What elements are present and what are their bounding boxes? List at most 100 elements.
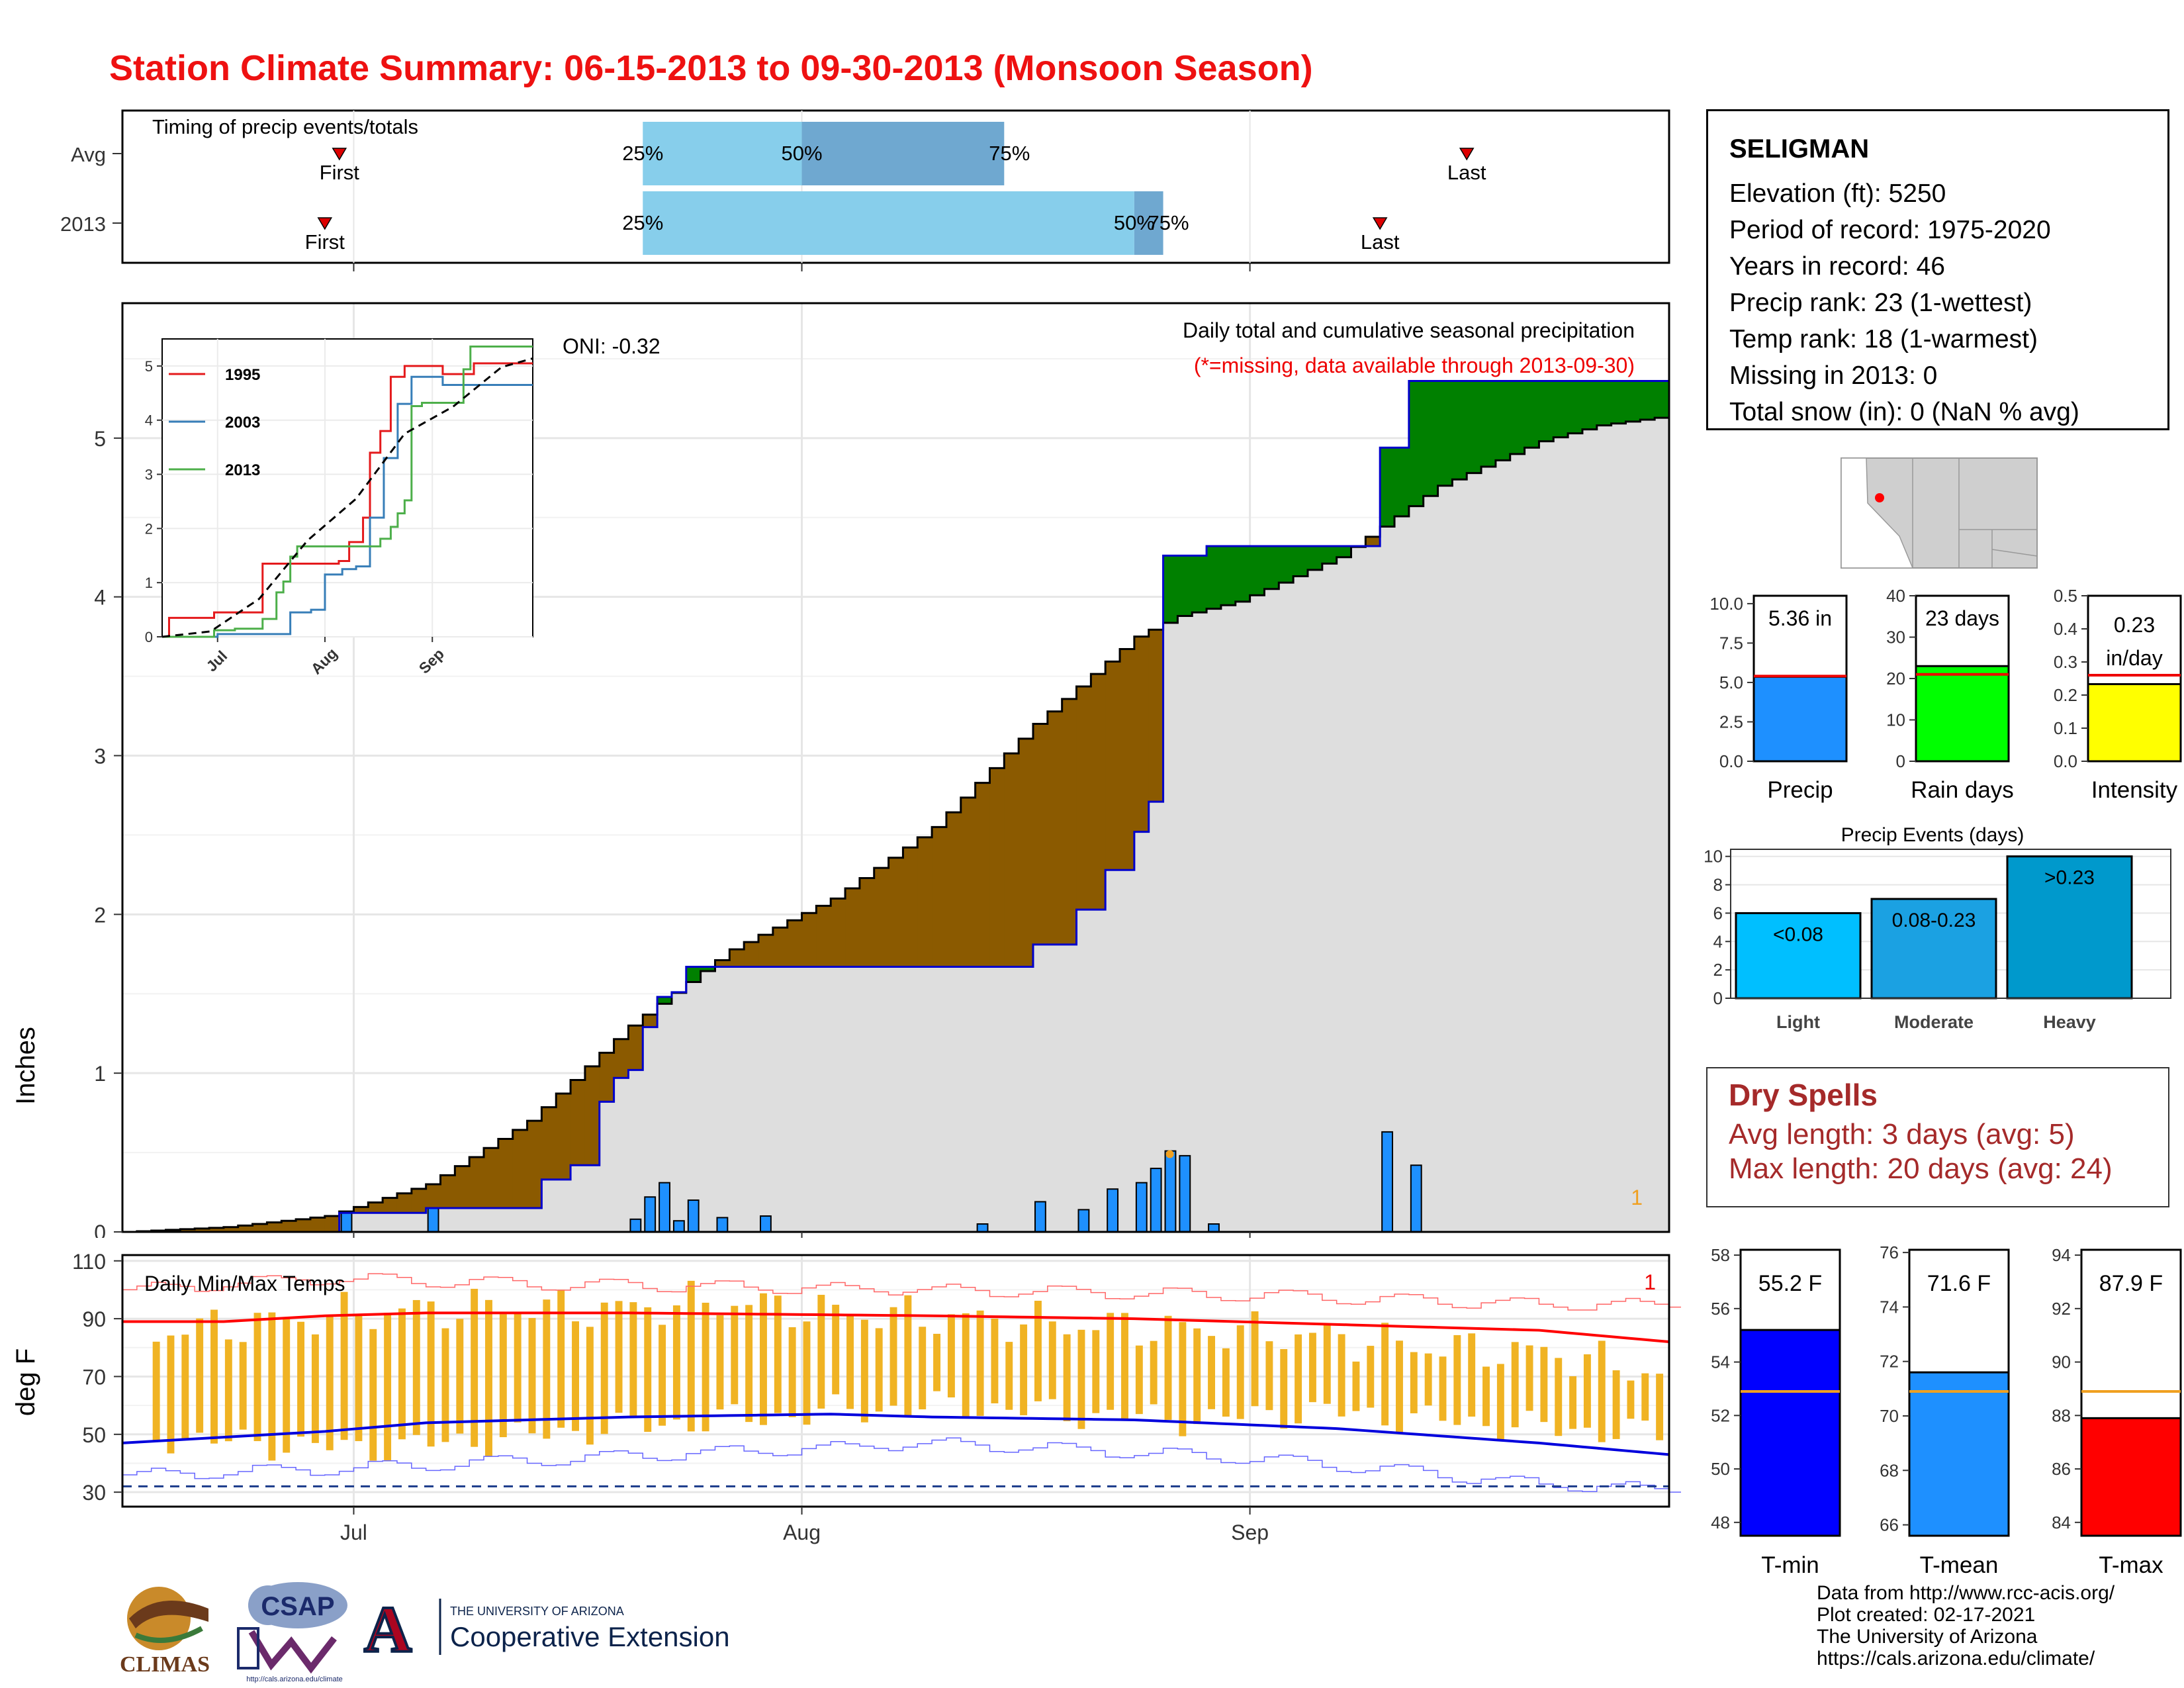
temp-y-tick-label: 110 — [72, 1250, 106, 1274]
daily-temp-range-bar — [1193, 1328, 1201, 1425]
missing-marker — [1165, 1150, 1174, 1158]
above-average-fill — [1380, 447, 1395, 527]
temp-summary-y-tick-label: 54 — [1711, 1352, 1730, 1372]
temp-summary-value — [2080, 1417, 2182, 1537]
above-average-fill — [1553, 381, 1569, 438]
summary-bar-value — [1915, 665, 2010, 763]
temp-line-avg-min — [122, 1413, 1670, 1456]
daily-temp-range-bar — [933, 1333, 941, 1391]
temp-summary-y-tick-label: 56 — [1711, 1299, 1730, 1319]
csap-logo: CSAP http://cals.arizona.edu/climate — [237, 1582, 347, 1683]
daily-temp-range-bar — [1367, 1346, 1375, 1408]
above-average-fill — [1596, 381, 1612, 426]
below-average-fill — [484, 1148, 499, 1209]
daily-temp-range-bar — [1107, 1313, 1115, 1410]
daily-temp-range-bar — [702, 1302, 709, 1432]
ua-small-text: THE UNIVERSITY OF ARIZONA — [450, 1605, 624, 1618]
daily-temp-range-bar — [803, 1321, 811, 1425]
timing-first-marker — [317, 217, 333, 230]
timing-row-label: 2013 — [60, 212, 106, 236]
daily-temp-range-bar — [412, 1299, 420, 1435]
events-y-tick-label: 6 — [1713, 903, 1723, 923]
daily-temp-range-bar — [672, 1305, 680, 1420]
timing-p75-label: 75% — [989, 142, 1030, 165]
below-average-fill — [845, 888, 860, 967]
temp-summary-name: T-min — [1761, 1552, 1819, 1578]
daily-precip-bar — [1381, 1131, 1394, 1233]
summary-y-tick-label: 0.4 — [2054, 619, 2077, 639]
daily-temp-range-bar — [659, 1325, 666, 1426]
daily-temp-range-bar — [1439, 1356, 1447, 1421]
daily-temp-range-bar — [1265, 1341, 1273, 1411]
above-average-fill — [1539, 381, 1554, 442]
daily-temp-range-bar — [471, 1288, 478, 1447]
csap-url: http://cals.arizona.edu/climate — [246, 1675, 343, 1683]
credit-url: https://cals.arizona.edu/climate/ — [1817, 1648, 2095, 1669]
temp-panel-label: Daily Min/Max Temps — [144, 1272, 345, 1295]
below-average-fill — [498, 1139, 514, 1209]
summary-bar-group-precip: 10.0 7.5 5.0 2.5 0.0 5.36 in Precip — [1709, 594, 1848, 803]
temp-x-tick-label: Sep — [1231, 1521, 1269, 1544]
below-average-fill — [252, 1224, 268, 1232]
daily-precip-bar — [672, 1220, 685, 1233]
temp-summary-label: 87.9 F — [2099, 1271, 2163, 1296]
timing-last-marker — [1459, 148, 1475, 161]
below-average-fill — [874, 868, 889, 967]
daily-temp-range-bar — [991, 1318, 999, 1403]
below-average-fill — [440, 1175, 455, 1209]
daily-precip-bar — [976, 1223, 989, 1233]
summary-y-tick-label: 40 — [1886, 586, 1905, 606]
below-average-fill — [383, 1197, 398, 1213]
daily-temp-range-bar — [268, 1312, 276, 1461]
summary-bar-value — [2087, 683, 2182, 763]
daily-temp-range-bar — [398, 1308, 406, 1440]
above-average-fill — [1481, 381, 1496, 467]
precip-y-label: Inches — [11, 1027, 40, 1105]
daily-temp-range-bar — [369, 1329, 377, 1461]
daily-temp-range-bar — [297, 1321, 305, 1437]
daily-temp-range-bar — [384, 1313, 392, 1461]
below-average-fill — [267, 1222, 282, 1232]
daily-temp-range-bar — [600, 1302, 608, 1434]
below-average-fill — [1091, 674, 1106, 910]
summary-y-tick-label: 0.5 — [2054, 586, 2077, 606]
daily-temp-range-bar — [1525, 1345, 1533, 1411]
precip-lines — [122, 380, 1670, 1233]
daily-temp-range-bar — [774, 1295, 782, 1413]
event-bar-label: <0.08 — [1773, 923, 1823, 945]
daily-temp-range-bar — [1092, 1330, 1100, 1413]
inset-y-tick-label: 5 — [145, 358, 153, 375]
daily-precip-bar — [1208, 1223, 1220, 1233]
summary-bar-name: Rain days — [1911, 777, 2014, 803]
inset-line-2003 — [162, 375, 533, 638]
timing-first-label: First — [305, 230, 345, 254]
temp-y-tick-label: 90 — [82, 1307, 106, 1331]
below-average-fill — [787, 920, 803, 967]
daily-temp-range-bar — [1005, 1342, 1013, 1410]
below-average-fill — [1105, 661, 1120, 870]
above-average-fill — [1206, 545, 1222, 609]
ua-a-letter: A — [364, 1593, 412, 1665]
inset-average-line — [161, 357, 533, 638]
timing-bar-50-75 — [1134, 191, 1163, 255]
temp-summary-y-tick-label: 94 — [2052, 1245, 2071, 1265]
timing-p25-label: 25% — [622, 211, 663, 234]
precip-y-tick-label: 0 — [94, 1221, 106, 1238]
summary-y-tick-label: 2.5 — [1719, 712, 1743, 731]
below-average-fill — [556, 1094, 571, 1180]
daily-temp-range-bar — [572, 1321, 579, 1431]
daily-temp-range-bar — [1482, 1366, 1490, 1427]
daily-temp-range-bar — [904, 1295, 912, 1416]
below-average-fill — [643, 1014, 658, 1027]
daily-temp-range-bar — [846, 1315, 854, 1409]
below-average-fill — [310, 1217, 326, 1232]
temp-x-tick-label: Aug — [783, 1521, 821, 1544]
daily-precip-bar — [1150, 1168, 1162, 1233]
credit-data-source: Data from http://www.rcc-acis.org/ — [1817, 1582, 2115, 1604]
daily-temp-range-bar — [1612, 1370, 1620, 1439]
inset-line-1995 — [162, 362, 533, 638]
daily-temp-range-bar — [1540, 1346, 1548, 1423]
below-average-fill — [411, 1188, 427, 1213]
summary-y-tick-label: 5.0 — [1719, 673, 1743, 692]
below-average-fill — [628, 1025, 643, 1070]
